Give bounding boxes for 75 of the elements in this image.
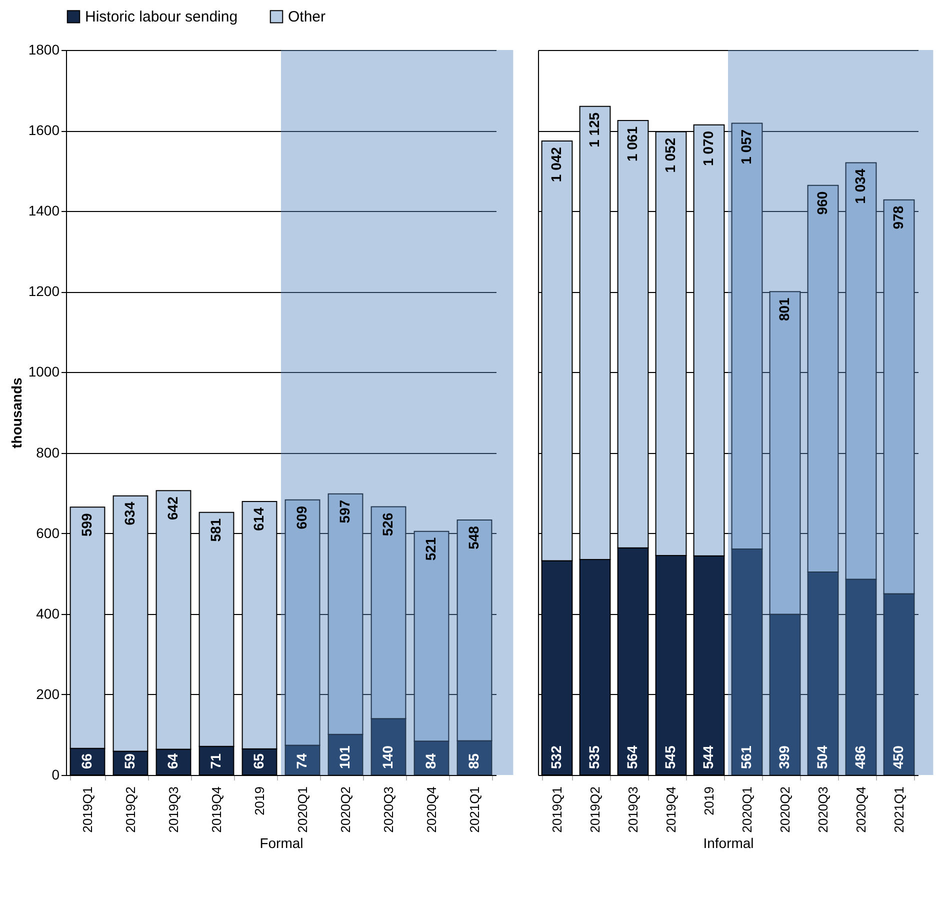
- data-label: 614: [250, 507, 266, 531]
- data-label: 535: [586, 745, 602, 769]
- x-tick-label: 2019Q1: [80, 786, 95, 833]
- x-tick-label: 2020Q4: [854, 786, 868, 833]
- legend-label: Other: [288, 8, 326, 26]
- x-tick-label: 2020Q3: [816, 786, 830, 833]
- data-label: 1 052: [662, 138, 678, 173]
- data-label: 545: [662, 745, 678, 769]
- data-label: 801: [776, 297, 792, 322]
- y-tick-label: 1000: [28, 364, 60, 380]
- x-axis-title: Formal: [260, 834, 304, 851]
- data-label: 544: [700, 745, 716, 769]
- data-label: 450: [890, 745, 906, 769]
- data-label: 978: [890, 206, 906, 230]
- data-label: 59: [122, 753, 138, 769]
- x-tick-label: 2019Q2: [123, 786, 138, 833]
- x-tick-label: 2020Q1: [740, 786, 754, 833]
- data-label: 71: [208, 753, 224, 769]
- data-label: 1 042: [548, 146, 564, 182]
- data-label: 1 057: [738, 129, 754, 164]
- data-label: 101: [336, 745, 352, 769]
- y-tick-label: 1400: [28, 202, 60, 219]
- data-label: 1 061: [624, 126, 640, 162]
- data-label: 140: [380, 745, 396, 769]
- data-label: 504: [814, 745, 830, 769]
- data-label: 74: [294, 753, 310, 769]
- data-label: 66: [78, 753, 94, 769]
- x-tick-label: 2019Q4: [209, 786, 224, 833]
- x-tick-label: 2021Q1: [892, 786, 906, 833]
- data-label: 65: [250, 753, 266, 769]
- y-tick-label: 800: [36, 444, 60, 460]
- data-label: 609: [294, 506, 310, 530]
- data-label: 634: [122, 502, 138, 526]
- data-label: 521: [422, 537, 438, 561]
- data-label: 960: [814, 191, 830, 215]
- x-tick-label: 2019Q3: [626, 786, 640, 833]
- x-tick-label: 2019: [702, 786, 716, 816]
- data-label: 64: [164, 753, 180, 769]
- y-tick-label: 200: [36, 686, 60, 702]
- x-tick-label: 2020Q3: [381, 786, 396, 833]
- data-label: 564: [624, 745, 640, 769]
- data-label: 581: [208, 518, 224, 542]
- data-label: 599: [78, 512, 94, 537]
- x-tick-label: 2020Q1: [295, 786, 310, 833]
- data-label: 642: [164, 496, 180, 520]
- y-tick-label: 600: [36, 524, 60, 541]
- data-label: 548: [466, 526, 482, 550]
- y-tick-label: 400: [36, 605, 60, 622]
- x-tick-label: 2020Q4: [424, 786, 439, 833]
- data-label: 526: [380, 512, 396, 536]
- data-label: 597: [336, 500, 352, 524]
- data-label: 1 125: [586, 112, 602, 148]
- x-tick-label: 2019Q2: [588, 786, 602, 833]
- y-tick-label: 1200: [28, 283, 60, 300]
- x-tick-label: 2019Q4: [664, 786, 678, 833]
- y-tick-label: 0: [52, 766, 60, 782]
- x-axis-title: Informal: [703, 834, 754, 851]
- x-tick-label: 2019Q1: [550, 786, 564, 833]
- x-tick-label: 2021Q1: [467, 786, 482, 833]
- y-tick-label: 1600: [28, 122, 60, 138]
- data-label: 85: [466, 753, 482, 769]
- data-label: 399: [776, 745, 792, 769]
- data-label: 532: [548, 745, 564, 769]
- y-tick-label: 1800: [28, 42, 60, 58]
- data-label: 1 070: [700, 130, 716, 166]
- legend-label: Historic labour sending: [85, 8, 238, 26]
- data-label: 561: [738, 745, 754, 769]
- data-label: 1 034: [852, 168, 868, 204]
- x-tick-label: 2019: [252, 786, 267, 816]
- data-label: 84: [422, 753, 438, 769]
- x-tick-label: 2020Q2: [338, 786, 353, 833]
- x-tick-label: 2020Q2: [778, 786, 792, 833]
- data-label: 486: [852, 745, 868, 769]
- y-axis-title: thousands: [8, 377, 24, 448]
- x-tick-label: 2019Q3: [166, 786, 181, 833]
